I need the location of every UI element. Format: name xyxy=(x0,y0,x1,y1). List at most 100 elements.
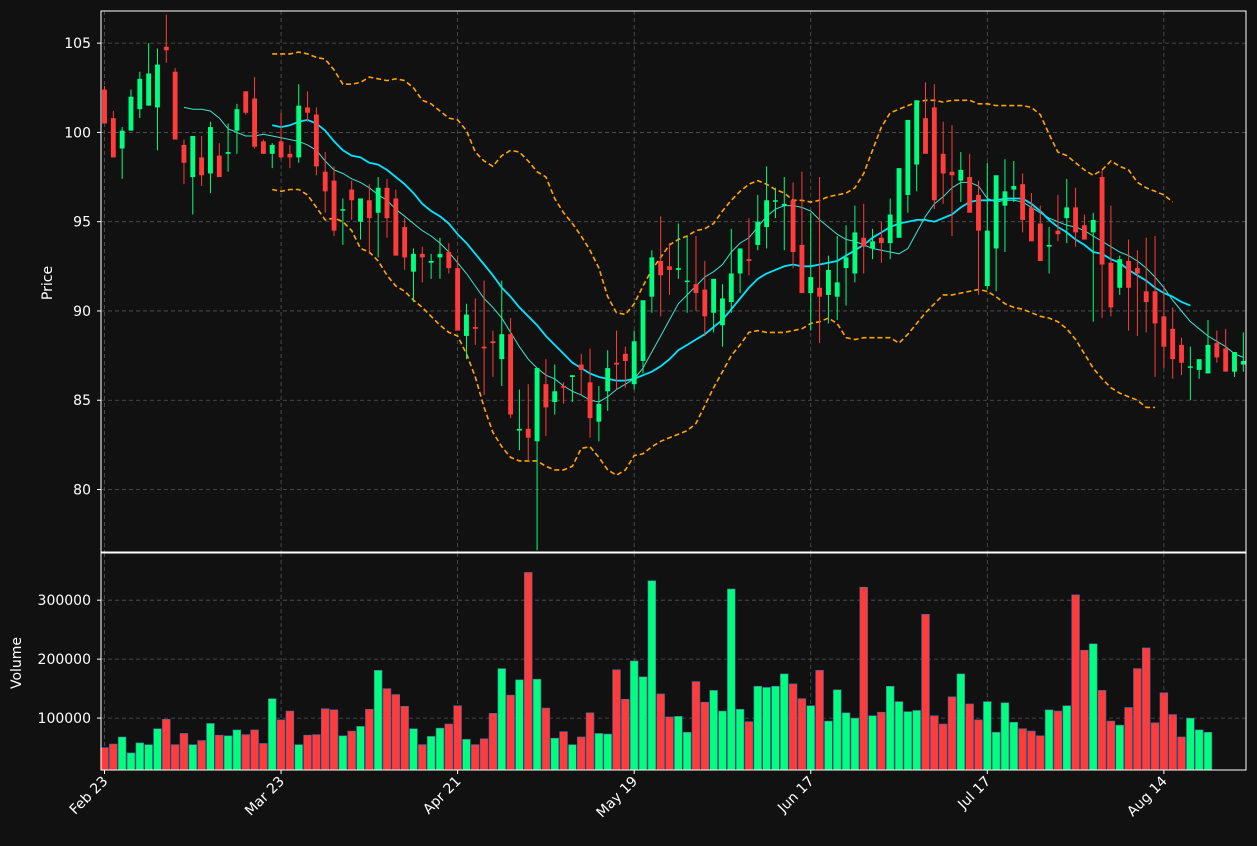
candle-body xyxy=(781,203,787,206)
volume-bar xyxy=(426,736,436,771)
volume-bar xyxy=(382,688,392,771)
candle-body xyxy=(296,105,302,158)
volume-bar xyxy=(594,733,604,771)
volume-bar xyxy=(647,580,657,771)
candle-body xyxy=(675,268,681,270)
volume-bar xyxy=(303,734,312,771)
candle-body xyxy=(622,353,628,361)
volume-bar xyxy=(886,685,895,771)
candle-body xyxy=(870,241,875,249)
candle-body xyxy=(764,200,770,228)
candle-body xyxy=(658,260,664,276)
candle-body xyxy=(1081,225,1087,240)
volume-bar xyxy=(859,586,868,771)
volume-bar xyxy=(391,694,401,771)
date-tick-label: Mar 23 xyxy=(242,774,288,820)
volume-bar xyxy=(109,743,118,771)
volume-bar xyxy=(1000,702,1010,771)
volume-bar xyxy=(356,726,365,771)
volume-bar xyxy=(788,683,798,771)
moving-averages xyxy=(183,106,1244,403)
volume-bar xyxy=(153,728,162,771)
candle-body xyxy=(252,98,258,147)
volume-bar xyxy=(1053,710,1063,771)
candle-body xyxy=(455,268,461,331)
candle-body xyxy=(419,253,425,258)
candle-body xyxy=(984,230,990,286)
volume-bar xyxy=(894,701,904,771)
candle-body xyxy=(1002,191,1008,206)
candle-body xyxy=(508,334,514,415)
candle-body xyxy=(1223,348,1229,372)
volume-bar xyxy=(629,660,639,771)
candle-body xyxy=(1214,343,1220,358)
price-panel-frame xyxy=(100,10,1247,553)
volume-bar xyxy=(453,705,462,771)
volume-bar xyxy=(276,719,286,771)
volume-bar xyxy=(126,752,136,771)
volume-bar xyxy=(524,572,533,771)
candle-body xyxy=(949,171,955,176)
candle-body xyxy=(843,257,849,269)
date-tick-label: Jul 17 xyxy=(954,774,994,814)
volume-bar xyxy=(329,709,339,771)
candle-body xyxy=(155,64,160,108)
volume-bar xyxy=(700,701,709,771)
candle-body xyxy=(702,289,708,317)
candle-body xyxy=(216,155,222,178)
volume-bar xyxy=(418,744,427,771)
volume-bar xyxy=(532,678,542,771)
candle-body xyxy=(1240,360,1246,365)
candle-body xyxy=(905,119,911,195)
volume-bar xyxy=(833,689,842,771)
volume-bar xyxy=(956,673,966,771)
candle-body xyxy=(1029,207,1034,242)
volume-bar xyxy=(1159,692,1169,771)
candle-body xyxy=(1090,219,1096,233)
volume-bar xyxy=(735,708,745,771)
candle-body xyxy=(366,200,372,219)
candle-body xyxy=(887,214,893,244)
volume-tick-label: 200000 xyxy=(38,652,91,668)
volume-axis-label: Volume xyxy=(9,637,25,689)
volume-bar xyxy=(674,716,683,771)
candle-body xyxy=(199,157,205,176)
volume-bar xyxy=(1071,594,1080,771)
candle-body xyxy=(464,314,469,336)
candle-body xyxy=(746,259,752,261)
volume-bar xyxy=(1194,729,1204,771)
fast-moving-average-line xyxy=(183,106,1244,403)
volume-bar xyxy=(682,731,692,771)
volume-bar xyxy=(1142,647,1151,771)
volume-bar xyxy=(1089,643,1098,771)
candle-body xyxy=(481,346,487,349)
volume-bar xyxy=(1106,720,1116,771)
candle-body xyxy=(428,260,434,263)
candle-body xyxy=(578,364,584,370)
volume-bar xyxy=(550,737,559,771)
volume-bar xyxy=(321,708,330,771)
candle-body xyxy=(384,187,390,219)
volume-bar xyxy=(1097,690,1107,771)
volume-bar xyxy=(691,681,701,771)
candle-body xyxy=(561,385,566,388)
volume-bar xyxy=(612,669,621,771)
candle-body xyxy=(340,209,346,211)
volume-bar xyxy=(506,694,515,771)
candle-body xyxy=(799,244,805,294)
volume-bar xyxy=(974,719,983,771)
volume-bar xyxy=(983,701,992,771)
volume-bars xyxy=(100,572,1213,771)
volume-bar xyxy=(568,744,577,771)
candle-body xyxy=(269,144,275,154)
date-tick-label: Feb 23 xyxy=(67,774,112,819)
candle-body xyxy=(693,284,699,294)
volume-bar xyxy=(965,703,974,771)
candle-body xyxy=(172,71,178,140)
candle-body xyxy=(128,96,134,131)
candle-body xyxy=(349,189,355,201)
candle-body xyxy=(490,341,496,344)
volume-bar xyxy=(577,736,586,771)
volume-panel-frame xyxy=(100,552,1247,771)
